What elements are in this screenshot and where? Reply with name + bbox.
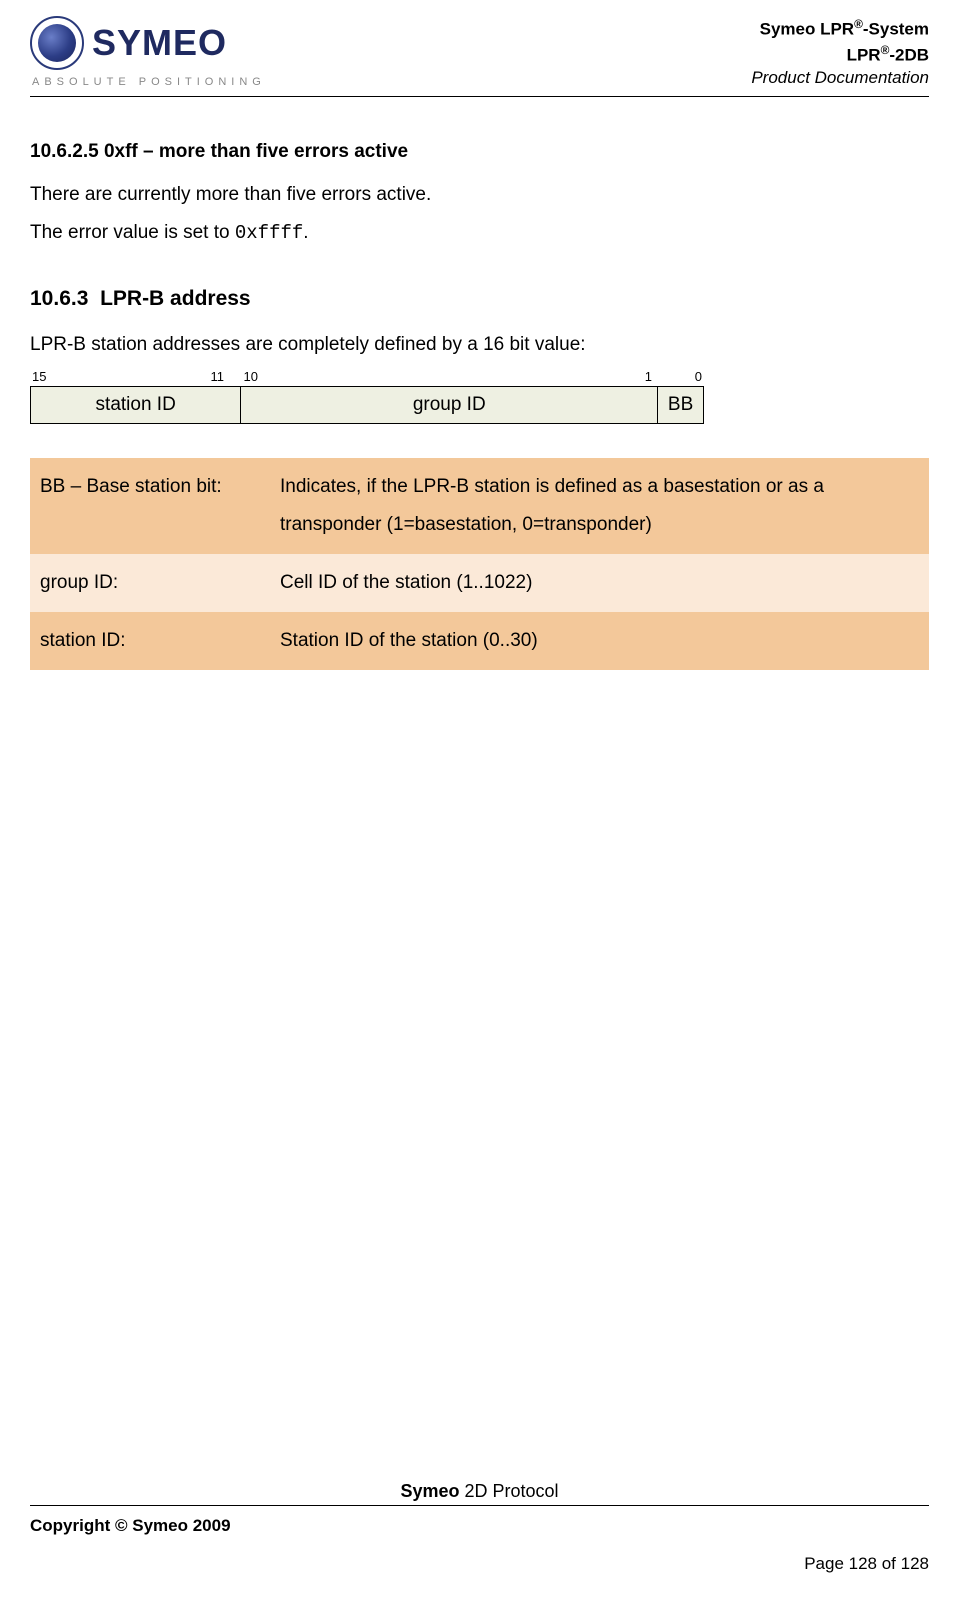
footer-center-rest: 2D Protocol (459, 1481, 558, 1501)
bit-diagram: 15 11 10 1 0 station ID group ID BB (30, 369, 704, 424)
definition-table-body: BB – Base station bit:Indicates, if the … (30, 458, 929, 670)
para-error-value-code: 0xffff (235, 222, 303, 244)
logo-icon (30, 16, 84, 70)
page: SYMEO ABSOLUTE POSITIONING Symeo LPR®-Sy… (0, 0, 959, 1598)
para-lprb-intro: LPR-B station addresses are completely d… (30, 331, 929, 359)
header-line3: Product Documentation (751, 67, 929, 90)
section-heading-10-6-2-5: 10.6.2.5 0xff – more than five errors ac… (30, 141, 929, 163)
page-header: SYMEO ABSOLUTE POSITIONING Symeo LPR®-Sy… (30, 0, 929, 97)
footer-stack: Symeo 2D Protocol Copyright © Symeo 2009… (30, 1481, 929, 1574)
footer-copyright: Copyright © Symeo 2009 (30, 1516, 231, 1536)
section-heading-text: LPR-B address (100, 287, 251, 310)
table-cell-desc: Indicates, if the LPR-B station is defin… (270, 458, 929, 554)
table-row: BB – Base station bit:Indicates, if the … (30, 458, 929, 554)
page-footer: Symeo 2D Protocol Copyright © Symeo 2009… (30, 1481, 929, 1574)
logo-icon-inner (38, 24, 76, 62)
bit-label-0: 0 (662, 369, 702, 384)
bit-labels: 15 11 10 1 0 (30, 369, 704, 386)
logo-row: SYMEO (30, 16, 266, 70)
logo-subtext: ABSOLUTE POSITIONING (32, 76, 266, 88)
footer-center: Symeo 2D Protocol (30, 1481, 929, 1506)
footer-row2: Copyright © Symeo 2009 (30, 1516, 929, 1536)
header-line2-sup: ® (881, 43, 890, 57)
footer-center-bold: Symeo (400, 1481, 459, 1501)
header-right: Symeo LPR®-System LPR®-2DB Product Docum… (751, 16, 929, 90)
table-cell-desc: Station ID of the station (0..30) (270, 612, 929, 670)
logo-text: SYMEO (92, 25, 227, 61)
para-error-value: The error value is set to 0xffff. (30, 219, 929, 248)
header-line2-post: -2DB (889, 45, 929, 64)
bit-label-1: 1 (258, 369, 662, 384)
bit-label-11: 11 (44, 369, 224, 384)
table-cell-term: group ID: (30, 554, 270, 612)
bit-row: station ID group ID BB (30, 386, 704, 424)
definition-table: BB – Base station bit:Indicates, if the … (30, 458, 929, 670)
bit-label-10: 10 (224, 369, 258, 384)
table-row: group ID:Cell ID of the station (1..1022… (30, 554, 929, 612)
header-line2: LPR®-2DB (751, 42, 929, 68)
header-line1-post: -System (863, 20, 929, 39)
section-heading-num: 10.6.3 (30, 287, 88, 310)
table-cell-term: station ID: (30, 612, 270, 670)
footer-page: Page 128 of 128 (30, 1554, 929, 1574)
logo-block: SYMEO ABSOLUTE POSITIONING (30, 16, 266, 88)
section-heading-10-6-3: 10.6.3 LPR-B address (30, 287, 929, 311)
table-cell-desc: Cell ID of the station (1..1022) (270, 554, 929, 612)
para-error-value-pre: The error value is set to (30, 222, 235, 243)
header-line1-sup: ® (854, 17, 863, 31)
header-line1-pre: Symeo LPR (760, 20, 854, 39)
bit-cell-station: station ID (31, 387, 240, 423)
table-cell-term: BB – Base station bit: (30, 458, 270, 554)
bit-cell-bb: BB (657, 387, 703, 423)
header-line2-pre: LPR (847, 45, 881, 64)
content: 10.6.2.5 0xff – more than five errors ac… (30, 97, 929, 670)
bit-label-15: 15 (32, 369, 44, 384)
para-error-value-post: . (303, 222, 308, 243)
table-row: station ID:Station ID of the station (0.… (30, 612, 929, 670)
header-line1: Symeo LPR®-System (751, 16, 929, 42)
para-errors-active: There are currently more than five error… (30, 181, 929, 209)
bit-cell-group: group ID (240, 387, 657, 423)
